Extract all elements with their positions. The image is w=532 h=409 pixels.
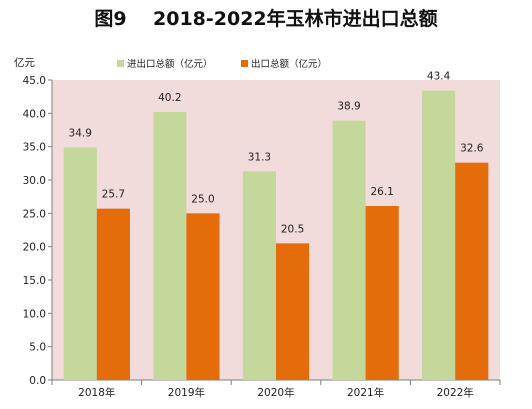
legend-swatch <box>241 60 248 67</box>
data-label: 43.4 <box>427 71 451 83</box>
bars <box>63 90 489 381</box>
data-label: 25.0 <box>191 193 214 205</box>
bar <box>455 162 489 380</box>
data-label: 38.9 <box>337 101 360 113</box>
bar <box>186 213 220 380</box>
bar <box>153 112 187 380</box>
y-tick-label: 5.0 <box>29 342 46 354</box>
bar <box>96 208 130 380</box>
x-tick-label: 2022年 <box>437 386 474 399</box>
legend: 进出口总额（亿元） 出口总额（亿元） <box>117 58 327 70</box>
legend-label: 出口总额（亿元） <box>251 58 327 70</box>
data-label: 34.9 <box>69 127 92 139</box>
data-labels: 34.9 40.2 31.3 38.9 43.4 25.7 25.0 20.5 26.1 32.6 <box>69 71 484 236</box>
y-tick-label: 40.0 <box>23 108 46 120</box>
bar <box>276 243 310 380</box>
axes: 0.0 5.0 10.0 15.0 20.0 25.0 30.0 35.0 40.0 45.0 20… <box>23 75 501 399</box>
bar <box>422 90 456 381</box>
y-tick-label: 0.0 <box>29 375 46 387</box>
legend-label: 进出口总额（亿元） <box>127 58 213 70</box>
data-label: 31.3 <box>248 151 271 163</box>
data-label: 32.6 <box>460 143 484 155</box>
y-tick-label: 35.0 <box>23 142 46 154</box>
x-tick-label: 2020年 <box>257 386 294 399</box>
bar <box>365 206 399 380</box>
data-label: 26.1 <box>370 186 393 198</box>
legend-swatch <box>117 60 124 67</box>
x-tick-label: 2019年 <box>168 386 205 399</box>
x-tick-label: 2018年 <box>78 386 115 399</box>
y-tick-label: 30.0 <box>23 175 46 187</box>
y-tick-label: 10.0 <box>23 308 46 320</box>
data-label: 20.5 <box>281 223 304 235</box>
bar <box>332 120 366 381</box>
y-tick-label: 15.0 <box>23 275 46 287</box>
bar <box>63 147 97 380</box>
data-label: 40.2 <box>158 92 181 104</box>
bar <box>242 171 276 380</box>
x-tick-label: 2021年 <box>347 386 384 399</box>
y-tick-label: 20.0 <box>23 242 46 254</box>
y-tick-label: 45.0 <box>23 75 46 87</box>
data-label: 25.7 <box>102 189 125 201</box>
chart-title: 图9 2018-2022年玉林市进出口总额 <box>94 8 438 30</box>
y-axis-unit-label: 亿元 <box>14 56 35 69</box>
y-tick-label: 25.0 <box>23 208 46 220</box>
